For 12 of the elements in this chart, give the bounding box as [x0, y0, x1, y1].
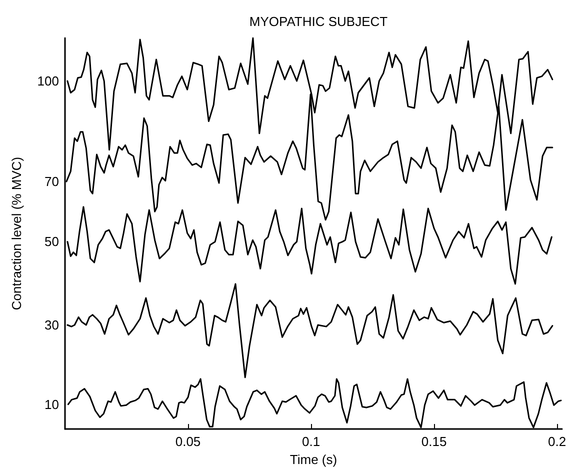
- series-label: 100: [37, 74, 59, 89]
- x-tick-label: 0.1: [302, 434, 320, 449]
- series-label: 70: [44, 174, 59, 189]
- series-label: 10: [44, 396, 59, 412]
- y-axis-title: Contraction level (% MVC): [9, 156, 24, 310]
- series-label: 50: [44, 234, 59, 250]
- x-tick-label: 0.15: [421, 434, 447, 449]
- x-tick-label: 0.05: [175, 434, 201, 449]
- chart-title: MYOPATHIC SUBJECT: [249, 14, 388, 29]
- x-axis-title: Time (s): [290, 452, 338, 467]
- series-label: 30: [44, 317, 59, 332]
- x-tick-label: 0.2: [548, 434, 566, 449]
